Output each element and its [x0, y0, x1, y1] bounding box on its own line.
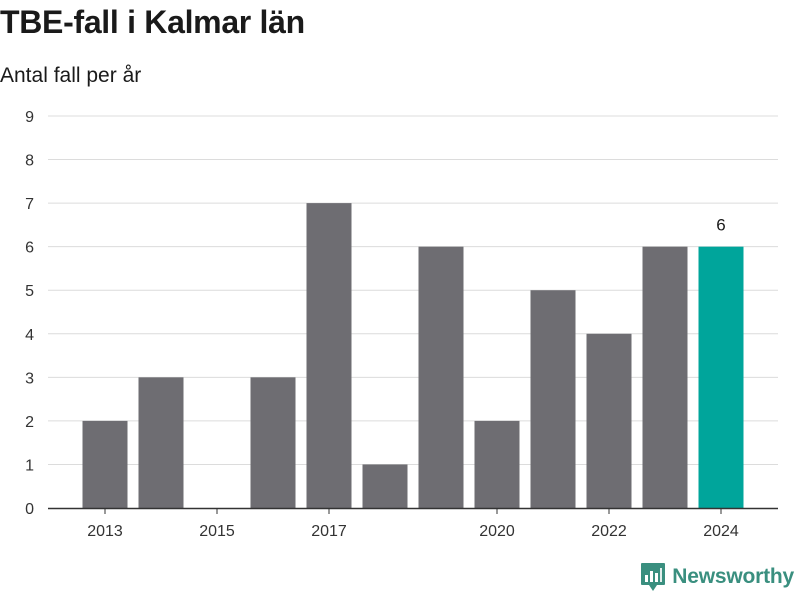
bar [306, 203, 352, 508]
newsworthy-logo-icon [641, 563, 666, 591]
x-tick-label: 2017 [311, 523, 347, 540]
bar [138, 377, 184, 508]
bar [362, 464, 408, 508]
y-axis-tick-labels: 0 1 2 3 4 5 6 7 8 9 [25, 109, 34, 518]
chart-subtitle: Antal fall per år [0, 64, 142, 87]
x-tick-label: 2024 [703, 523, 739, 540]
brand-logo: Newsworthy [640, 562, 794, 592]
bar-highlighted [698, 246, 744, 508]
bar [642, 246, 688, 508]
x-axis-tick-labels: 2013 2015 2017 2020 2022 2024 [87, 523, 739, 540]
x-tick-label: 2013 [87, 523, 123, 540]
bar [530, 290, 576, 508]
brand-name: Newsworthy [672, 565, 794, 588]
y-tick-label: 6 [25, 240, 34, 257]
bar [474, 420, 520, 508]
bars [82, 203, 744, 508]
bar [82, 420, 128, 508]
bar [418, 246, 464, 508]
y-tick-label: 9 [25, 109, 34, 126]
y-tick-label: 1 [25, 457, 34, 474]
y-tick-label: 7 [25, 196, 34, 213]
chart-title: TBE-fall i Kalmar län [0, 4, 305, 40]
bar [250, 377, 296, 508]
data-label: 6 [716, 216, 725, 235]
y-tick-label: 5 [25, 283, 34, 300]
y-tick-label: 8 [25, 153, 34, 170]
y-tick-label: 0 [25, 501, 34, 518]
x-tick-label: 2015 [199, 523, 235, 540]
data-labels: 6 [716, 216, 725, 235]
bar [586, 333, 632, 508]
y-tick-label: 4 [25, 327, 34, 344]
x-axis [48, 507, 778, 514]
x-tick-label: 2020 [479, 523, 515, 540]
y-tick-label: 2 [25, 414, 34, 431]
y-tick-label: 3 [25, 370, 34, 387]
x-tick-label: 2022 [591, 523, 627, 540]
